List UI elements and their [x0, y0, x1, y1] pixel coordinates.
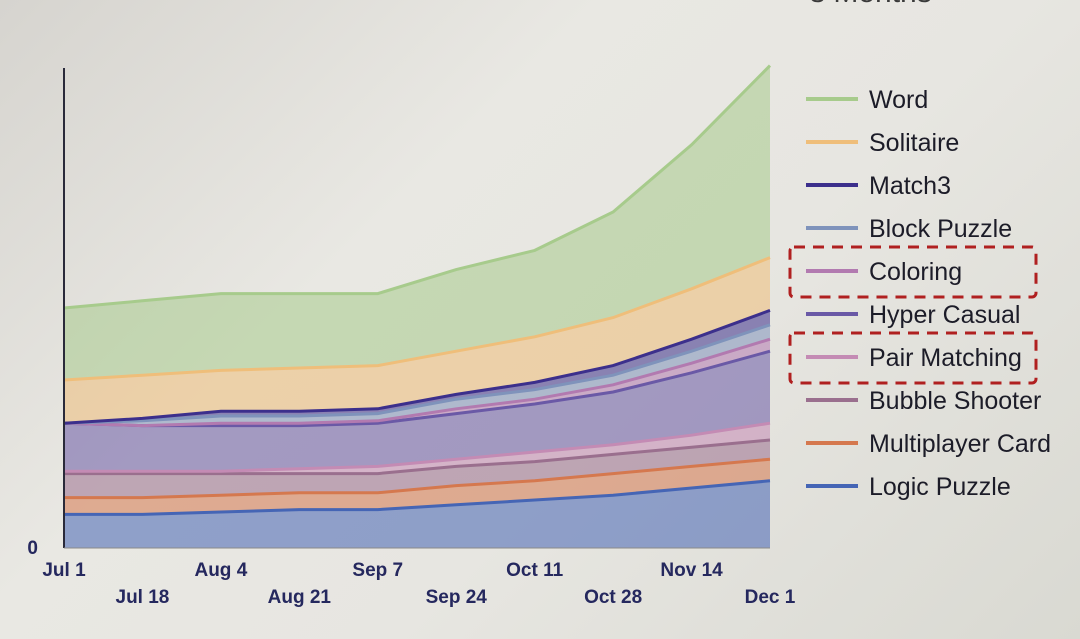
x-tick-label: Oct 28 — [584, 587, 642, 608]
chart-title-fragment: s Months — [810, 0, 932, 9]
line-solitaire — [63, 256, 771, 382]
legend-highlight-coloring — [788, 245, 1038, 299]
x-tick-label: Dec 1 — [745, 587, 796, 608]
line-multiplayer-card — [64, 457, 771, 500]
legend-highlight-boxes — [788, 245, 1038, 385]
legend-label-word: Word — [869, 86, 928, 114]
area-coloring — [64, 339, 770, 426]
legend-label-coloring: Coloring — [869, 258, 962, 286]
legend-label-solitaire: Solitaire — [869, 129, 959, 157]
x-tick-label: Aug 21 — [268, 587, 332, 608]
x-tick-label: Aug 4 — [194, 560, 247, 581]
line-word — [63, 64, 772, 310]
legend-label-bubble-shooter: Bubble Shooter — [869, 387, 1041, 415]
x-axis-ticks: Jul 1 Jul 18 Aug 4 Aug 21 Sep 7 Sep 24 Oct 11 O… — [42, 560, 795, 608]
line-block-puzzle — [63, 323, 771, 425]
area-solitaire — [64, 257, 770, 424]
series-lines-group — [63, 64, 772, 516]
x-tick-label: Sep 7 — [352, 560, 403, 581]
x-tick-label: Jul 18 — [116, 587, 170, 608]
legend-label-match3: Match3 — [869, 172, 951, 200]
area-hyper-casual — [64, 351, 770, 472]
area-match3 — [64, 310, 770, 424]
line-match3 — [63, 308, 771, 425]
legend-label-block-puzzle: Block Puzzle — [869, 215, 1012, 243]
legend: Word Solitaire Match3 Block Puzzle Coloring H… — [806, 86, 1051, 501]
legend-label-hyper-casual: Hyper Casual — [869, 301, 1020, 329]
line-pair-matching — [64, 421, 771, 473]
line-logic-puzzle — [64, 479, 771, 516]
y-axis-ticks: 0 — [27, 538, 38, 559]
legend-label-pair-matching: Pair Matching — [869, 344, 1022, 372]
area-series-group — [64, 65, 770, 548]
area-block-puzzle — [64, 324, 770, 426]
area-bubble-shooter — [64, 440, 770, 498]
legend-label-logic-puzzle: Logic Puzzle — [869, 473, 1011, 501]
line-coloring — [63, 337, 771, 428]
x-tick-label: Jul 1 — [42, 560, 86, 581]
area-multiplayer-card — [64, 459, 770, 515]
legend-highlight-pair-matching — [788, 331, 1038, 385]
line-bubble-shooter — [64, 438, 771, 476]
legend-label-multiplayer-card: Multiplayer Card — [869, 430, 1051, 458]
x-tick-label: Oct 11 — [506, 560, 563, 581]
x-tick-label: Sep 24 — [426, 587, 488, 608]
x-tick-label: Nov 14 — [660, 560, 723, 581]
y-tick-label: 0 — [27, 538, 38, 559]
area-word — [64, 65, 770, 380]
